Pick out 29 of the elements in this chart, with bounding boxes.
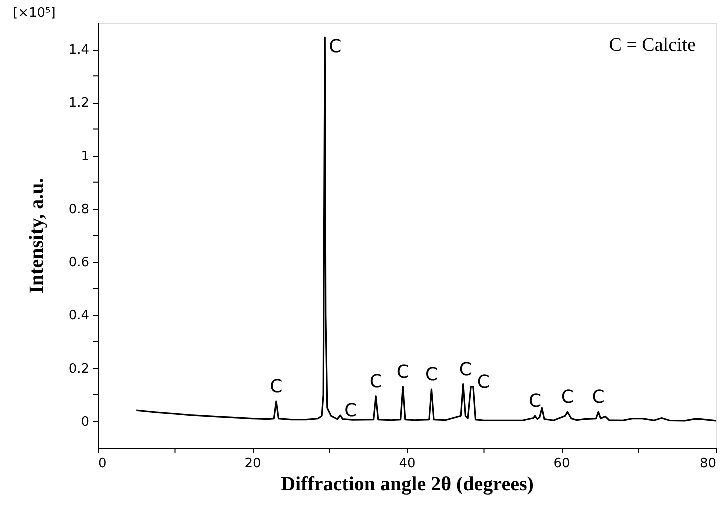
text: [×10⁵] (13, 6, 56, 21)
y-axis-title: Intensity, a.u. (26, 178, 48, 294)
annotation: C (329, 36, 342, 58)
y-tick-label: 0.4 (68, 308, 90, 324)
x-axis-title: Diffraction angle 2θ (degrees) (281, 474, 534, 496)
y-tick-label: 0.6 (68, 256, 90, 271)
annotation: C (270, 376, 283, 398)
x-tick-label: 80 (700, 456, 716, 472)
y-tick-label: 1.2 (68, 96, 90, 112)
x-tick-label: 60 (554, 456, 570, 472)
annotation: C (396, 362, 410, 383)
y-tick-label: 1 (81, 149, 90, 164)
annotation: C (592, 387, 605, 408)
annotation: C (370, 371, 382, 392)
annotation: C (561, 387, 574, 408)
annotation: C (477, 372, 490, 393)
line-series (136, 36, 717, 422)
x-tick-label: 40 (399, 456, 416, 472)
annotation: C (425, 364, 438, 386)
x-tick-label: 0 (98, 456, 107, 472)
annotation: C (344, 400, 358, 422)
y-tick-label: 0 (81, 414, 90, 430)
x-tick-label: 20 (244, 456, 262, 472)
y-tick-label: 0.8 (68, 202, 90, 218)
annotation: C (528, 391, 542, 412)
annotation: C = Calcite (609, 35, 696, 56)
y-tick-label: 1.4 (68, 43, 90, 58)
annotation: C (459, 359, 472, 380)
y-tick-label: 0.2 (68, 362, 90, 377)
